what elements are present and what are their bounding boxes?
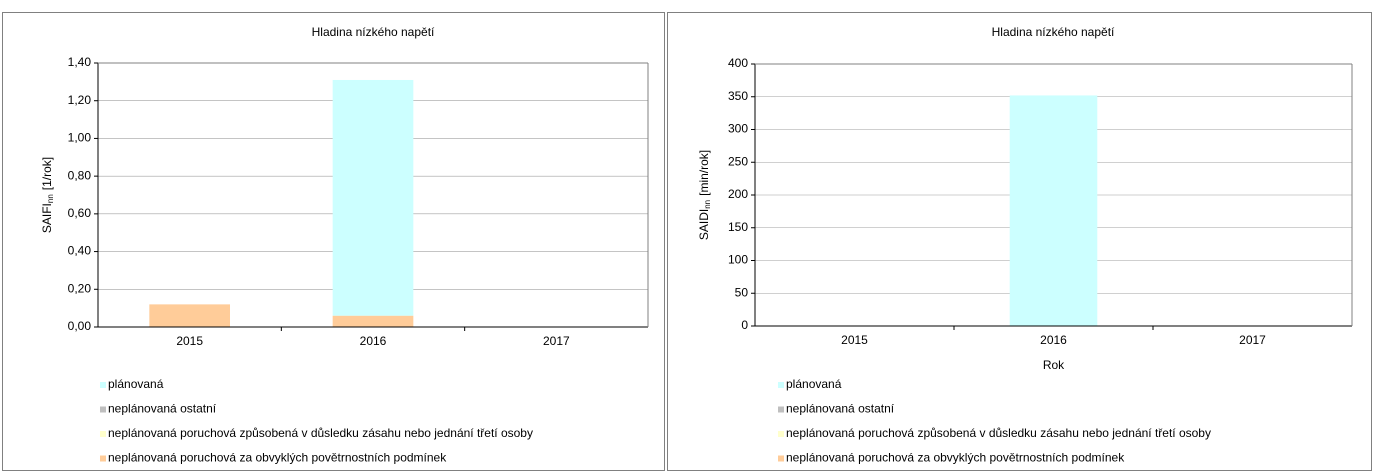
legend-label: neplánovaná ostatní (786, 402, 895, 416)
x-tick-label: 2017 (543, 334, 570, 348)
x-tick-label: 2016 (1040, 333, 1067, 347)
legend-label: neplánovaná poruchová způsobená v důsled… (108, 426, 533, 440)
y-label-name: SAIDI (697, 209, 711, 240)
bar-segment (332, 315, 414, 327)
y-tick-label: 0,80 (68, 168, 92, 182)
legend-swatch (100, 455, 106, 462)
y-tick-label: 1,00 (68, 131, 92, 145)
y-tick-label: 150 (728, 220, 748, 234)
legend-swatch (778, 406, 784, 413)
legend-swatch (100, 382, 106, 388)
chart-title: Hladina nízkého napětí (992, 25, 1115, 39)
y-tick-label: 100 (728, 253, 748, 267)
y-tick-label: 300 (728, 122, 748, 136)
y-axis-label: SAIDInn [min/rok] (697, 150, 712, 240)
y-tick-label: 400 (728, 56, 748, 70)
x-tick-label: 2015 (176, 334, 203, 348)
y-tick-label: 50 (735, 285, 749, 299)
x-tick-label: 2015 (841, 333, 868, 347)
y-tick-label: 200 (728, 187, 748, 201)
y-label-sub: nn (46, 194, 55, 203)
y-label-unit: [1/rok] (40, 157, 54, 190)
legend-label: plánovaná (108, 377, 164, 391)
legend-label: plánovaná (786, 377, 842, 391)
x-tick-label: 2017 (1239, 333, 1266, 347)
y-tick-label: 0,60 (68, 206, 92, 220)
bar-segment (1009, 95, 1098, 326)
bar-segment (332, 79, 414, 316)
legend-label: neplánovaná ostatní (108, 402, 217, 416)
y-label-sub: nn (703, 200, 712, 209)
legend-swatch (778, 455, 784, 462)
legend-swatch (778, 382, 784, 388)
legend-swatch (778, 431, 784, 437)
bar-segment (149, 304, 230, 327)
y-axis-label: SAIFInn [1/rok] (40, 157, 55, 233)
y-tick-label: 250 (728, 154, 748, 168)
legend-swatch (100, 406, 106, 413)
y-tick-label: 0,40 (68, 244, 92, 258)
y-tick-label: 0,20 (68, 281, 92, 295)
legend-label: neplánovaná poruchová za obvyklých povět… (786, 451, 1125, 465)
chart-title: Hladina nízkého napětí (312, 25, 435, 39)
y-tick-label: 1,20 (68, 93, 92, 107)
x-axis-label: Rok (1043, 358, 1065, 372)
y-tick-label: 0 (741, 318, 748, 332)
y-tick-label: 1,40 (68, 55, 92, 69)
y-label-name: SAIFI (40, 203, 54, 233)
y-tick-label: 350 (728, 89, 748, 103)
legend-label: neplánovaná poruchová způsobená v důsled… (786, 426, 1211, 440)
y-tick-label: 0,00 (68, 319, 92, 333)
y-label-unit: [min/rok] (697, 150, 711, 196)
legend-swatch (100, 431, 106, 437)
legend-label: neplánovaná poruchová za obvyklých povět… (108, 451, 447, 465)
x-tick-label: 2016 (360, 334, 387, 348)
